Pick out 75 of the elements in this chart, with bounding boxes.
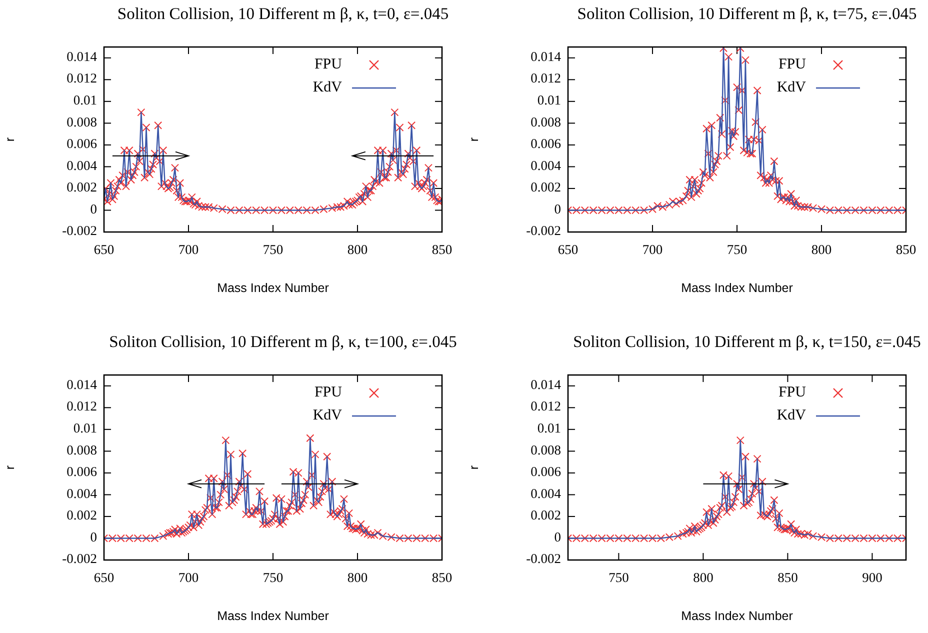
x-tick-label: 800 [347, 242, 368, 257]
y-tick-label: 0 [90, 529, 98, 544]
x-tick-label: 700 [178, 570, 199, 585]
y-axis-title: r [3, 137, 17, 142]
x-tick-label: 750 [726, 242, 748, 257]
y-tick-label: 0.008 [530, 114, 562, 130]
chart-title: Soliton Collision, 10 Different m β, κ, t=150, ε=.045 [573, 332, 921, 351]
x-tick-label: 850 [778, 570, 798, 585]
x-tick-label: 800 [693, 570, 714, 585]
y-tick-label: 0.006 [530, 136, 562, 152]
y-tick-label: -0.002 [62, 551, 97, 566]
y-tick-label: 0.002 [530, 508, 561, 523]
x-tick-label: 800 [811, 242, 832, 257]
y-tick-label: -0.002 [62, 223, 97, 238]
y-tick-label: 0.014 [66, 48, 98, 64]
x-tick-label: 850 [896, 242, 916, 257]
legend-label: FPU [314, 384, 342, 400]
legend-label: KdV [776, 79, 806, 96]
y-tick-label: 0.01 [73, 92, 97, 108]
y-tick-label: 0.006 [530, 464, 562, 480]
y-tick-label: 0 [554, 529, 562, 544]
x-axis-title: Mass Index Number [217, 281, 329, 295]
legend-label: KdV [776, 407, 806, 424]
chart-title: Soliton Collision, 10 Different m β, κ, t=75, ε=.045 [577, 4, 917, 23]
y-tick-label: 0.002 [66, 180, 97, 195]
y-tick-label: 0.008 [66, 114, 98, 130]
y-tick-label: 0.01 [537, 420, 561, 436]
x-tick-label: 800 [347, 570, 368, 585]
x-tick-label: 850 [432, 570, 452, 585]
y-tick-label: 0 [554, 201, 562, 216]
y-axis-title: r [467, 465, 481, 470]
y-tick-label: 0.014 [530, 376, 562, 392]
legend-label: FPU [778, 384, 806, 400]
legend-label: FPU [778, 56, 806, 72]
legend-label: KdV [312, 79, 342, 96]
y-tick-label: 0.008 [66, 442, 98, 458]
y-tick-label: 0.014 [66, 376, 98, 392]
x-tick-label: 700 [178, 242, 199, 257]
y-tick-label: 0.002 [66, 508, 97, 523]
y-tick-label: 0.002 [530, 180, 561, 195]
y-tick-label: 0.01 [73, 420, 97, 436]
x-tick-label: 650 [558, 242, 578, 257]
y-tick-label: 0.006 [66, 464, 98, 480]
y-tick-label: 0.006 [66, 136, 98, 152]
x-tick-label: 750 [262, 570, 284, 585]
x-tick-label: 650 [94, 570, 114, 585]
x-tick-label: 900 [862, 570, 883, 585]
legend-label: KdV [312, 407, 342, 424]
y-tick-label: 0.012 [530, 398, 561, 414]
y-axis-title: r [3, 465, 17, 470]
y-tick-label: 0.004 [530, 158, 562, 173]
y-tick-label: -0.002 [526, 223, 561, 238]
x-tick-label: 750 [262, 242, 284, 257]
y-tick-label: 0.004 [530, 486, 562, 501]
x-tick-label: 700 [642, 242, 663, 257]
y-tick-label: 0.01 [537, 92, 561, 108]
x-tick-label: 750 [608, 570, 630, 585]
chart-title: Soliton Collision, 10 Different m β, κ, t=100, ε=.045 [109, 332, 457, 351]
chart-title: Soliton Collision, 10 Different m β, κ, t=0, ε=.045 [117, 4, 449, 23]
x-axis-title: Mass Index Number [681, 281, 793, 295]
y-tick-label: 0.008 [530, 442, 562, 458]
y-axis-title: r [467, 137, 481, 142]
legend-label: FPU [314, 56, 342, 72]
y-tick-label: 0.014 [530, 48, 562, 64]
y-tick-label: 0.012 [530, 70, 561, 86]
y-tick-label: 0.012 [66, 398, 97, 414]
x-tick-label: 650 [94, 242, 114, 257]
x-axis-title: Mass Index Number [217, 609, 329, 623]
y-tick-label: 0.012 [66, 70, 97, 86]
y-tick-label: 0 [90, 201, 98, 216]
y-tick-label: 0.004 [66, 158, 98, 173]
x-tick-label: 850 [432, 242, 452, 257]
y-tick-label: -0.002 [526, 551, 561, 566]
x-axis-title: Mass Index Number [681, 609, 793, 623]
y-tick-label: 0.004 [66, 486, 98, 501]
